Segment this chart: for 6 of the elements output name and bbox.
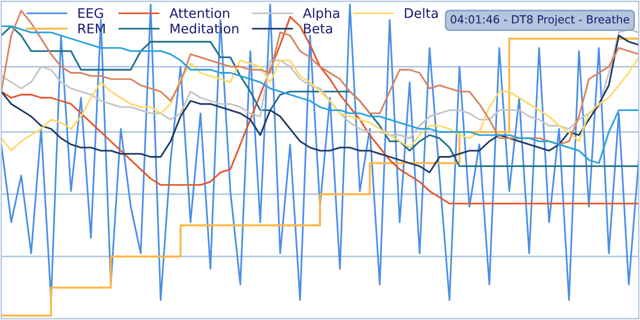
legend-label: Alpha	[302, 8, 340, 21]
legend-label: Delta	[404, 8, 438, 18]
legend-label: EEG	[78, 8, 103, 18]
annotation: 04:01:46 - DT8 Project - Breathe	[450, 14, 630, 26]
legend-label: Attention	[169, 8, 230, 18]
legend-label: Beta	[304, 24, 332, 34]
